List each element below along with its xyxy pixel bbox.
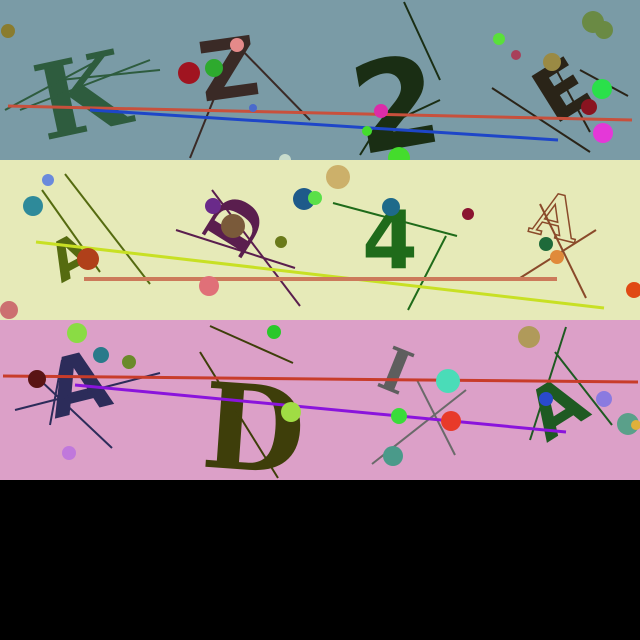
dot	[326, 165, 350, 189]
long-line-red	[2, 374, 639, 384]
scribble-line	[199, 351, 279, 479]
dot	[441, 411, 461, 431]
middle-letter-4: 4	[332, 194, 458, 311]
scribble-line	[211, 189, 301, 307]
dot	[221, 214, 245, 238]
dot	[631, 420, 640, 430]
dot	[267, 325, 281, 339]
dot	[518, 326, 540, 348]
scribble-line	[175, 229, 296, 269]
scribble-line	[403, 1, 441, 81]
scribble-line	[554, 351, 613, 426]
long-line-blue	[89, 108, 559, 142]
dot	[77, 248, 99, 270]
dot	[462, 208, 474, 220]
dot	[122, 355, 136, 369]
dot	[199, 276, 219, 296]
panel-middle: A D 4 A	[0, 160, 640, 320]
scribble-line	[39, 379, 113, 449]
dot	[543, 53, 561, 71]
dot	[275, 236, 287, 248]
dot	[493, 33, 505, 45]
dot	[436, 369, 460, 393]
scribble-line	[491, 87, 591, 153]
scribble-line	[332, 202, 458, 237]
dot	[596, 391, 612, 407]
scribble-line	[64, 173, 151, 285]
dot	[593, 123, 613, 143]
scribble-line	[407, 235, 447, 311]
scribble-line	[189, 43, 237, 159]
dot	[178, 62, 200, 84]
dot	[230, 38, 244, 52]
panel-top-background	[0, 0, 640, 160]
dot	[539, 237, 553, 251]
long-line-lime	[35, 240, 605, 310]
long-line-orange	[7, 104, 633, 122]
dot	[374, 104, 388, 118]
panel-top: K Z 2 E	[0, 0, 640, 184]
dot	[205, 198, 221, 214]
dot	[581, 99, 597, 115]
dot	[391, 408, 407, 424]
scribble-line	[416, 379, 456, 456]
dot	[1, 24, 15, 38]
dot	[205, 59, 223, 77]
dot	[93, 347, 109, 363]
panel-middle-background	[0, 160, 640, 320]
long-line-purple	[74, 383, 567, 434]
dot	[67, 323, 87, 343]
scribble-line	[235, 43, 311, 121]
dot	[626, 282, 640, 298]
scribble-line	[359, 114, 386, 156]
scribble-line	[529, 326, 567, 441]
dot	[62, 446, 76, 460]
scribble-line	[59, 69, 161, 81]
dot	[249, 104, 257, 112]
scribble-line	[14, 372, 161, 411]
dot	[281, 402, 301, 422]
dot	[23, 196, 43, 216]
dot	[595, 21, 613, 39]
scribble-line	[49, 359, 63, 426]
dot	[550, 250, 564, 264]
dot	[308, 191, 322, 205]
dot	[362, 126, 372, 136]
dot	[293, 188, 315, 210]
dot	[382, 198, 400, 216]
scribble-line	[19, 59, 151, 111]
dot	[592, 79, 612, 99]
dot	[42, 174, 54, 186]
dot	[28, 370, 46, 388]
dot	[383, 446, 403, 466]
panel-bottom: A D I A	[0, 320, 640, 501]
dot	[617, 413, 639, 435]
dot	[0, 301, 18, 319]
dot	[511, 50, 521, 60]
scribble-line	[209, 325, 294, 364]
dot	[539, 392, 553, 406]
scribble-line	[4, 61, 96, 111]
